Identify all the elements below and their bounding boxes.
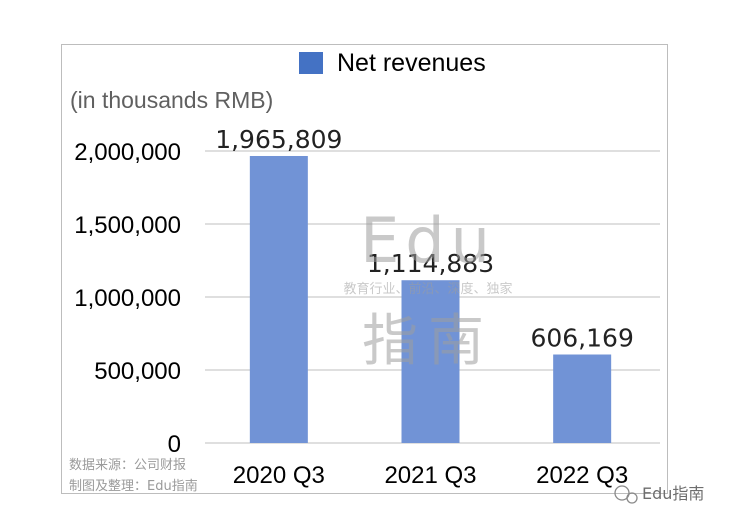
legend-swatch bbox=[299, 52, 323, 74]
x-tick-label: 2021 Q3 bbox=[384, 462, 476, 489]
source-note-line2: 制图及整理：Edu指南 bbox=[69, 478, 198, 494]
legend: Net revenues bbox=[299, 49, 486, 77]
watermark-tagline: 教育行业、前沿、深度、独家 bbox=[343, 281, 512, 297]
x-tick-labels: 2020 Q3 2021 Q3 2022 Q3 bbox=[233, 462, 628, 489]
brand-footer-text: Edu指南 bbox=[642, 484, 704, 503]
brand-footer: Edu指南 bbox=[614, 484, 704, 504]
chat-bubble-icon bbox=[614, 485, 630, 501]
legend-label: Net revenues bbox=[337, 49, 486, 77]
source-note-line1: 数据来源：公司财报 bbox=[69, 458, 186, 473]
unit-note: (in thousands RMB) bbox=[70, 87, 273, 113]
bar-value-label: 606,169 bbox=[530, 323, 633, 352]
y-tick-labels: 0 500,000 1,000,000 1,500,000 2,000,000 bbox=[74, 139, 181, 458]
bar bbox=[401, 280, 460, 443]
bar-value-label: 1,114,883 bbox=[367, 249, 494, 278]
y-tick-label: 1,000,000 bbox=[74, 285, 181, 312]
bar bbox=[553, 354, 612, 443]
bar bbox=[249, 155, 308, 443]
x-tick-label: 2020 Q3 bbox=[233, 462, 325, 489]
y-tick-label: 500,000 bbox=[94, 358, 181, 385]
y-tick-label: 1,500,000 bbox=[74, 212, 181, 239]
watermark-subtitle: 指南 bbox=[362, 309, 494, 374]
bar-value-labels: 1,965,809 1,114,883 606,169 bbox=[215, 125, 634, 353]
bars bbox=[249, 155, 612, 443]
watermark: Edu 教育行业、前沿、深度、独家 指南 bbox=[343, 204, 512, 374]
chart-frame bbox=[61, 44, 668, 494]
y-tick-label: 2,000,000 bbox=[74, 139, 181, 166]
bar-value-label: 1,965,809 bbox=[215, 125, 342, 154]
x-tick-label: 2022 Q3 bbox=[536, 462, 628, 489]
watermark-title: Edu bbox=[360, 204, 496, 277]
y-tick-label: 0 bbox=[168, 431, 181, 458]
